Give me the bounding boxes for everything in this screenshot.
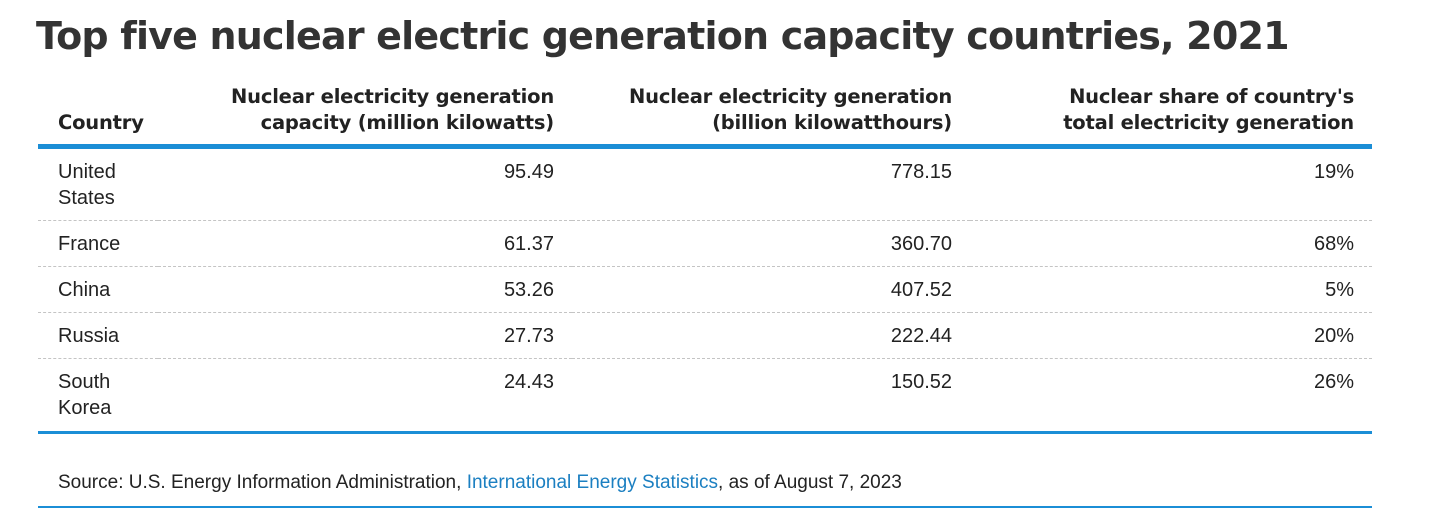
cell-generation: 222.44 bbox=[572, 312, 970, 359]
table-row: United States 95.49 778.15 19% bbox=[38, 146, 1372, 221]
source-link[interactable]: International Energy Statistics bbox=[466, 472, 719, 493]
cell-share: 68% bbox=[970, 220, 1372, 267]
column-header-generation: Nuclear electricity generation (billion … bbox=[572, 80, 970, 149]
cell-generation: 150.52 bbox=[572, 358, 970, 434]
column-header-country: Country bbox=[38, 80, 158, 149]
cell-share: 5% bbox=[970, 266, 1372, 313]
source-prefix: Source: U.S. Energy Information Administ… bbox=[58, 472, 467, 493]
country-line1: United bbox=[58, 161, 116, 183]
source-suffix: , as of August 7, 2023 bbox=[718, 472, 902, 493]
cell-country: United States bbox=[38, 146, 158, 221]
cell-capacity: 24.43 bbox=[158, 358, 572, 434]
header-capacity-line2: capacity (million kilowatts) bbox=[260, 111, 555, 134]
cell-country: France bbox=[38, 220, 158, 267]
data-table: Country Nuclear electricity generation c… bbox=[38, 80, 1372, 434]
data-table-container: Country Nuclear electricity generation c… bbox=[38, 80, 1372, 434]
column-header-capacity: Nuclear electricity generation capacity … bbox=[158, 80, 572, 149]
cell-share: 19% bbox=[970, 146, 1372, 221]
cell-generation: 778.15 bbox=[572, 146, 970, 221]
table-header: Country Nuclear electricity generation c… bbox=[38, 80, 1372, 149]
country-line2: Korea bbox=[58, 397, 112, 419]
header-generation-line2: (billion kilowatthours) bbox=[712, 111, 952, 134]
header-capacity-line1: Nuclear electricity generation bbox=[231, 85, 554, 108]
source-note: Source: U.S. Energy Information Administ… bbox=[58, 472, 902, 494]
table-row: South Korea 24.43 150.52 26% bbox=[38, 358, 1372, 434]
header-country-text: Country bbox=[58, 111, 144, 134]
cell-share: 26% bbox=[970, 358, 1372, 434]
country-line1: South bbox=[58, 371, 111, 393]
cell-country: China bbox=[38, 266, 158, 313]
header-generation-line1: Nuclear electricity generation bbox=[629, 85, 952, 108]
cell-share: 20% bbox=[970, 312, 1372, 359]
header-share-line2: total electricity generation bbox=[1063, 111, 1354, 134]
cell-generation: 360.70 bbox=[572, 220, 970, 267]
country-line2: States bbox=[58, 187, 115, 209]
column-header-share: Nuclear share of country's total electri… bbox=[970, 80, 1372, 149]
cell-generation: 407.52 bbox=[572, 266, 970, 313]
table-row: Russia 27.73 222.44 20% bbox=[38, 312, 1372, 359]
chart-title: Top five nuclear electric generation cap… bbox=[36, 14, 1290, 58]
cell-country: Russia bbox=[38, 312, 158, 359]
source-footer: Source: U.S. Energy Information Administ… bbox=[38, 452, 1372, 508]
header-row: Country Nuclear electricity generation c… bbox=[38, 80, 1372, 149]
cell-capacity: 53.26 bbox=[158, 266, 572, 313]
table-row: France 61.37 360.70 68% bbox=[38, 220, 1372, 267]
table-row: China 53.26 407.52 5% bbox=[38, 266, 1372, 313]
cell-country: South Korea bbox=[38, 358, 158, 434]
cell-capacity: 61.37 bbox=[158, 220, 572, 267]
header-share-line1: Nuclear share of country's bbox=[1069, 85, 1354, 108]
table-body: United States 95.49 778.15 19% France 61.… bbox=[38, 146, 1372, 434]
cell-capacity: 95.49 bbox=[158, 146, 572, 221]
cell-capacity: 27.73 bbox=[158, 312, 572, 359]
